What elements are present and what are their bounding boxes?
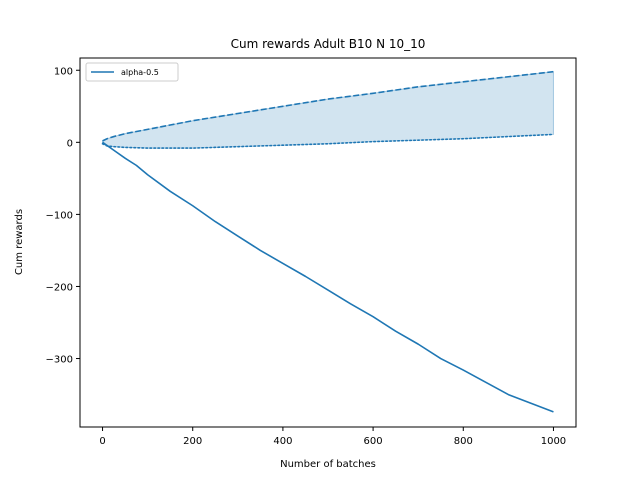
- x-axis: 0 200 400 600 800 1000: [99, 427, 566, 447]
- legend-label: alpha-0.5: [121, 68, 159, 77]
- series-line-dotted: [101, 133, 555, 149]
- legend: alpha-0.5: [85, 62, 179, 82]
- y-tick-label: −300: [46, 355, 73, 366]
- x-axis-title: Number of batches: [280, 459, 376, 470]
- x-tick-label: 800: [454, 436, 473, 447]
- x-tick-label: 600: [364, 436, 383, 447]
- x-tick-label: 1000: [541, 436, 566, 447]
- axes-frame: [79, 57, 577, 428]
- x-tick-label: 400: [273, 436, 292, 447]
- x-tick-label: 0: [99, 436, 105, 447]
- y-tick-label: 0: [67, 138, 73, 149]
- y-tick-label: −100: [46, 210, 73, 221]
- y-axis-title: Cum rewards: [14, 209, 25, 275]
- y-tick-label: −200: [46, 282, 73, 293]
- legend-box: [85, 62, 179, 82]
- y-tick-label: 100: [54, 66, 73, 77]
- y-axis: 100 0 −100 −200 −300: [46, 66, 80, 366]
- plot-area: [101, 70, 555, 413]
- x-tick-label: 200: [183, 436, 202, 447]
- series-line-solid: [102, 141, 554, 413]
- chart-title: Cum rewards Adult B10 N 10_10: [231, 37, 426, 51]
- series-line-dashed: [102, 70, 554, 142]
